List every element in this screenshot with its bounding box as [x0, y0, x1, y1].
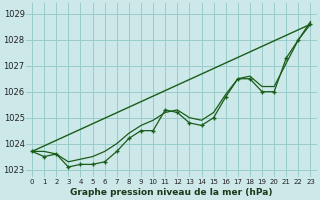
X-axis label: Graphe pression niveau de la mer (hPa): Graphe pression niveau de la mer (hPa)	[70, 188, 273, 197]
